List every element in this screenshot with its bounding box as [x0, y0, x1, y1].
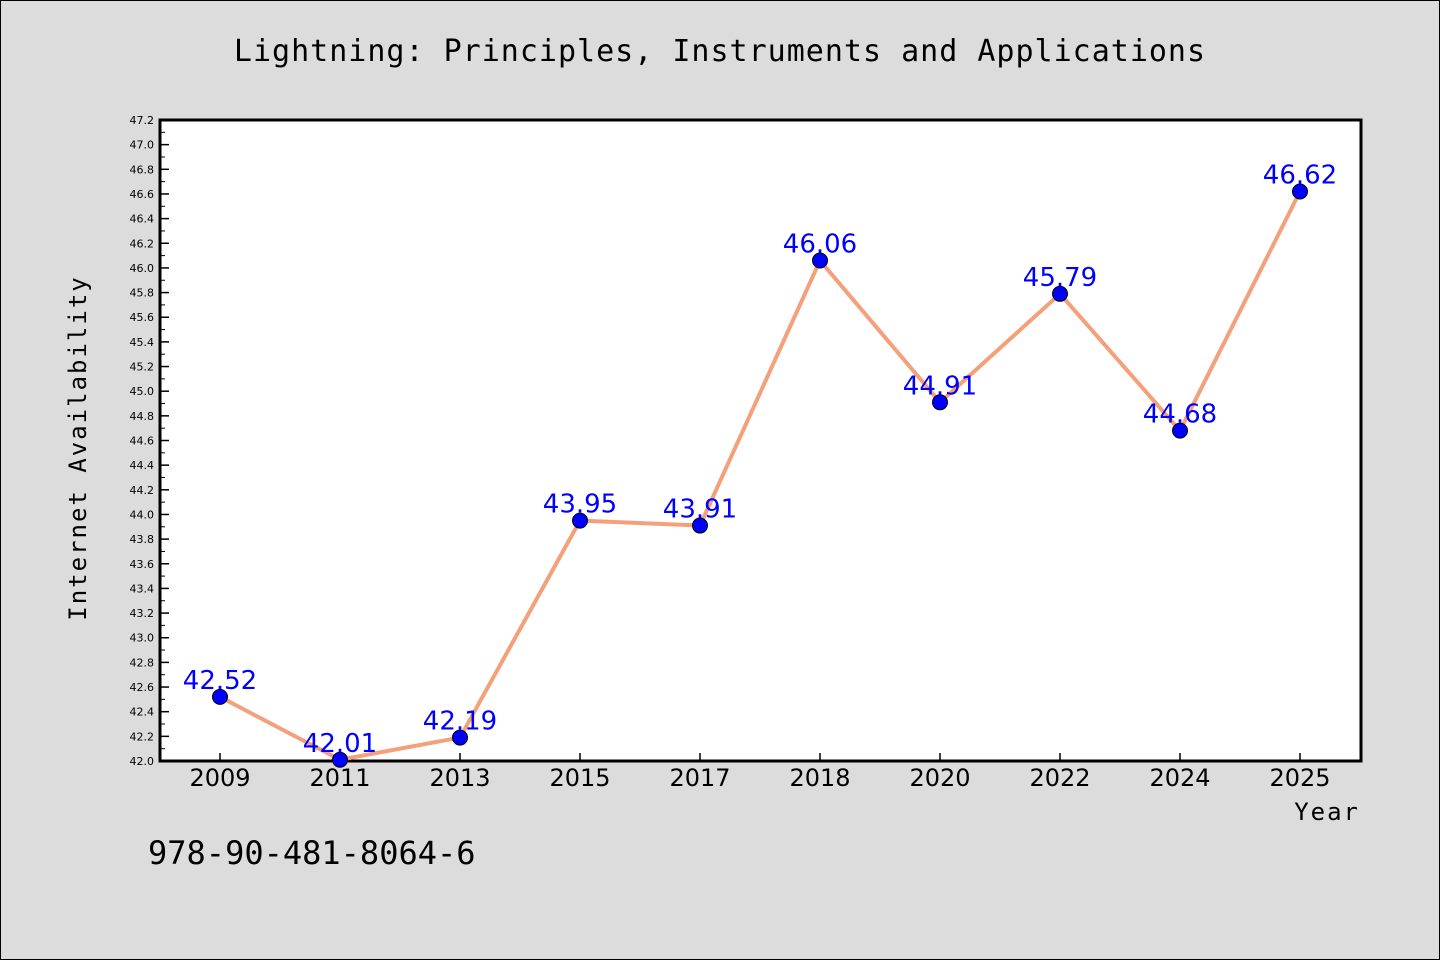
y-tick-label: 44.4 — [130, 459, 155, 472]
x-axis: 2009 2011 2013 2015 2017 2018 2020 2022 2024 2025 — [189, 753, 1331, 792]
y-tick-label: 42.2 — [130, 730, 155, 743]
y-tick-label: 45.6 — [130, 311, 155, 324]
data-point — [1052, 285, 1068, 302]
data-point — [212, 688, 228, 705]
chart-title: Lightning: Principles, Instruments and A… — [233, 34, 1207, 69]
series-line — [218, 189, 1302, 762]
x-axis-title: Year — [1294, 798, 1360, 826]
series-layer: 42.52 42.01 42.19 43.95 43.91 46.06 44.91 45.79… — [183, 160, 1337, 768]
y-axis-title: Internet Availability — [64, 275, 92, 620]
data-point — [812, 252, 828, 269]
data-point — [1172, 422, 1188, 439]
y-tick-label: 44.2 — [130, 484, 155, 497]
y-tick-label: 44.8 — [130, 410, 155, 423]
data-point — [452, 729, 468, 746]
data-label: 45.79 — [1023, 263, 1097, 293]
x-tick-label: 2011 — [309, 764, 370, 792]
x-tick-label: 2024 — [1149, 764, 1210, 792]
isbn-text: 978-90-481-8064-6 — [148, 834, 476, 872]
x-tick-label: 2009 — [189, 764, 250, 792]
y-tick-label: 43.2 — [130, 607, 155, 620]
y-tick-label: 44.0 — [130, 508, 155, 521]
x-tick-label: 2022 — [1029, 764, 1090, 792]
x-tick-label: 2020 — [909, 764, 970, 792]
y-tick-label: 47.0 — [130, 139, 155, 152]
y-tick-label: 42.4 — [130, 706, 155, 719]
x-tick-label: 2017 — [669, 764, 730, 792]
y-tick-label: 45.2 — [130, 361, 155, 374]
data-point — [1292, 183, 1308, 200]
x-tick-label: 2018 — [789, 764, 850, 792]
y-tick-label: 43.8 — [130, 533, 155, 546]
y-tick-label: 46.8 — [130, 163, 155, 176]
y-tick-label: 43.4 — [130, 582, 155, 595]
data-point — [572, 512, 588, 529]
data-point — [692, 517, 708, 534]
data-label: 44.91 — [903, 371, 977, 401]
data-point — [932, 394, 948, 411]
y-tick-label: 45.8 — [130, 287, 155, 300]
x-tick-label: 2015 — [549, 764, 610, 792]
plot-area — [158, 118, 1363, 763]
y-tick-label: 43.0 — [130, 632, 155, 645]
data-label: 43.95 — [543, 490, 617, 520]
x-tick-label: 2013 — [429, 764, 490, 792]
data-label: 43.91 — [663, 495, 737, 525]
y-tick-label: 44.6 — [130, 435, 155, 448]
y-axis: 42.0 42.2 42.4 42.6 42.8 43.0 43.2 43.4 43.6 43.8… — [130, 114, 169, 768]
y-tick-label: 43.6 — [130, 558, 155, 571]
data-label: 44.68 — [1143, 400, 1217, 430]
y-tick-label: 46.4 — [130, 213, 155, 226]
y-tick-label: 47.2 — [130, 114, 155, 127]
y-tick-label: 42.0 — [130, 755, 155, 768]
y-tick-label: 46.2 — [130, 237, 155, 250]
data-label: 46.62 — [1263, 160, 1337, 190]
data-label: 42.52 — [183, 666, 257, 696]
y-tick-label: 42.6 — [130, 681, 155, 694]
x-tick-label: 2025 — [1269, 764, 1330, 792]
data-label: 42.19 — [423, 707, 497, 737]
data-label: 46.06 — [783, 230, 857, 260]
data-label: 42.01 — [303, 729, 377, 759]
y-tick-label: 45.0 — [130, 385, 155, 398]
y-tick-label: 46.6 — [130, 188, 155, 201]
y-tick-label: 42.8 — [130, 656, 155, 669]
y-tick-label: 45.4 — [130, 336, 155, 349]
y-tick-label: 46.0 — [130, 262, 155, 275]
data-point — [332, 751, 348, 768]
